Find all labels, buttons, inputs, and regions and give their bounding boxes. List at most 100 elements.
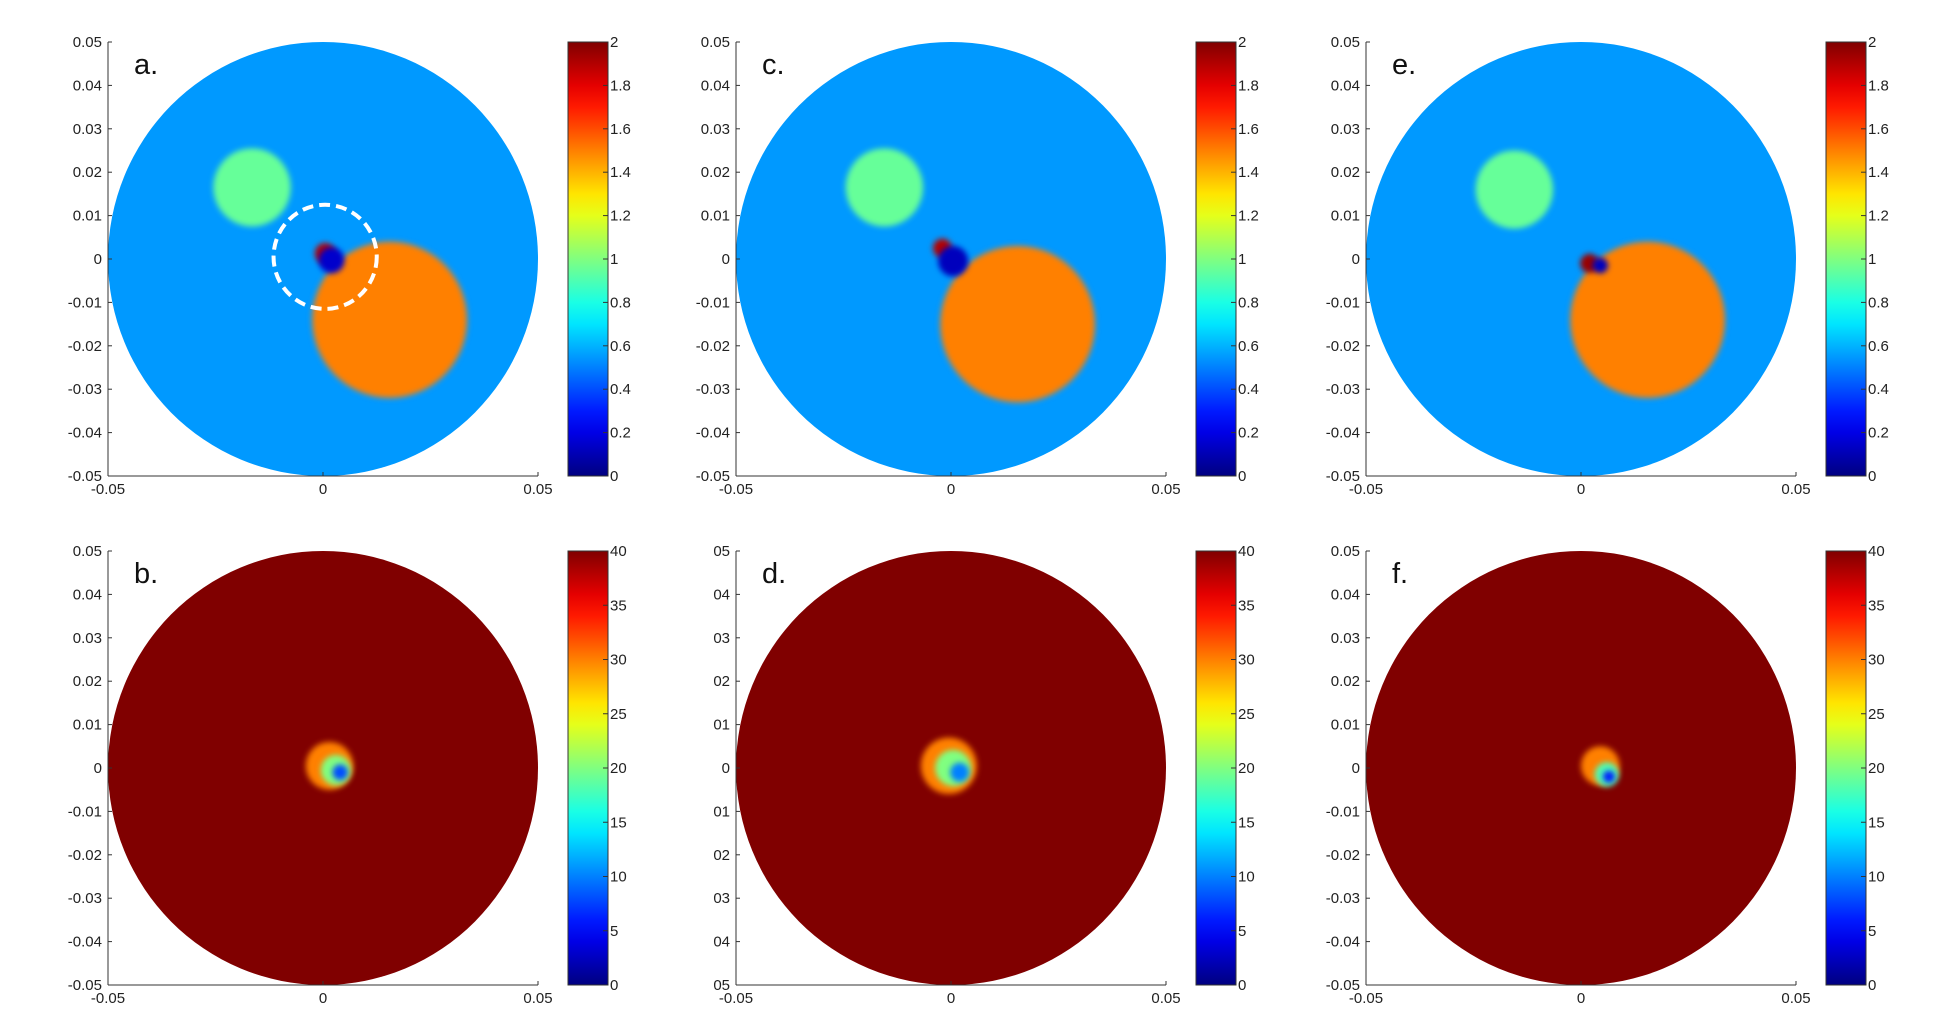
x-tick-label-a: -0.05 xyxy=(91,481,125,498)
inclusions-b xyxy=(305,741,354,790)
colorbar-tick-label-b: 20 xyxy=(610,760,627,777)
colorbar-tick-label-e: 0.8 xyxy=(1868,294,1889,311)
panel-label-e: e. xyxy=(1392,49,1416,81)
y-tick-label-c: -0.03 xyxy=(696,381,730,398)
y-tick-label-a: -0.05 xyxy=(68,468,102,485)
x-tick-label-f: -0.05 xyxy=(1349,990,1383,1007)
x-tick-label-a: 0 xyxy=(319,481,327,498)
colorbar-tick-label-c: 1.8 xyxy=(1238,77,1259,94)
colorbar-tick-label-b: 25 xyxy=(610,706,627,723)
x-tick-label-b: -0.05 xyxy=(91,990,125,1007)
y-tick-label-f: -0.05 xyxy=(1326,977,1360,994)
y-tick-label-a: 0 xyxy=(94,251,102,268)
y-tick-label-e: 0.02 xyxy=(1331,164,1360,181)
colorbar-tick-label-a: 0.6 xyxy=(610,338,631,355)
colorbar-tick-label-c: 0.8 xyxy=(1238,294,1259,311)
annotation-circle-a xyxy=(271,202,379,311)
y-tick-label-a: -0.02 xyxy=(68,338,102,355)
x-tick-label-e: 0.05 xyxy=(1781,481,1810,498)
y-tick-label-b: 0.04 xyxy=(73,586,102,603)
colorbar-tick-label-e: 1.8 xyxy=(1868,77,1889,94)
y-tick-label-a: -0.01 xyxy=(68,294,102,311)
y-tick-label-f: -0.03 xyxy=(1326,890,1360,907)
colorbar-tick-label-e: 1.4 xyxy=(1868,164,1889,181)
x-tick-label-f: 0 xyxy=(1577,990,1585,1007)
colorbar-tick-label-f: 30 xyxy=(1868,652,1885,669)
colorbar-tick-label-a: 1.8 xyxy=(610,77,631,94)
colorbar-tick-label-e: 0.6 xyxy=(1868,338,1889,355)
colorbar-tick-label-b: 40 xyxy=(610,543,627,560)
y-tick-label-a: 0.02 xyxy=(73,164,102,181)
y-tick-label-b: -0.01 xyxy=(68,803,102,820)
y-tick-label-c: -0.05 xyxy=(696,468,730,485)
y-tick-label-a: 0.05 xyxy=(73,34,102,51)
blob-core-f xyxy=(1602,770,1615,783)
colorbar-tick-label-d: 5 xyxy=(1238,923,1246,940)
y-tick-label-a: 0.03 xyxy=(73,121,102,138)
y-tick-label-c: 0.02 xyxy=(701,164,730,181)
y-tick-label-e: 0 xyxy=(1352,251,1360,268)
cold-artifact-e xyxy=(1592,257,1609,274)
y-tick-label-e: -0.04 xyxy=(1326,425,1360,442)
y-tick-label-f: -0.02 xyxy=(1326,847,1360,864)
large-inclusion-e xyxy=(1570,241,1726,398)
x-tick-label-b: 0 xyxy=(319,990,327,1007)
colorbar-f xyxy=(1825,550,1867,986)
y-tick-label-d: 05 xyxy=(713,977,730,994)
colorbar-tick-label-c: 0.2 xyxy=(1238,425,1259,442)
colorbar-tick-label-c: 1.4 xyxy=(1238,164,1259,181)
y-tick-label-f: 0.05 xyxy=(1331,543,1360,560)
y-tick-label-d: 03 xyxy=(713,890,730,907)
y-tick-label-f: 0.01 xyxy=(1331,717,1360,734)
colorbar-tick-label-e: 2 xyxy=(1868,34,1876,51)
y-tick-label-d: 01 xyxy=(713,803,730,820)
x-tick-label-c: -0.05 xyxy=(719,481,753,498)
colorbar-tick-label-b: 5 xyxy=(610,923,618,940)
colorbar-tick-label-e: 0.4 xyxy=(1868,381,1889,398)
x-tick-label-b: 0.05 xyxy=(523,990,552,1007)
colorbar-tick-label-f: 0 xyxy=(1868,977,1876,994)
colorbar-tick-label-a: 0.2 xyxy=(610,425,631,442)
colorbar-tick-label-f: 5 xyxy=(1868,923,1876,940)
panel-label-f: f. xyxy=(1392,558,1408,590)
x-tick-label-d: 0 xyxy=(947,990,955,1007)
blob-core-d xyxy=(950,762,970,782)
y-tick-label-a: 0.04 xyxy=(73,77,102,94)
domain-disk-e xyxy=(1366,42,1796,476)
y-tick-label-c: -0.02 xyxy=(696,338,730,355)
panel-b: 0.05 0.04 0.03 0.02 0.01 0 -0.01 -0.02 -0.03 -0.0… xyxy=(68,543,627,1007)
panel-e: 0.05 0.04 0.03 0.02 0.01 0 -0.01 -0.02 -0.03 -0.0… xyxy=(1326,34,1889,498)
colorbar-tick-label-f: 10 xyxy=(1868,869,1885,886)
colorbar-tick-label-a: 1.2 xyxy=(610,208,631,225)
y-tick-label-c: 0.01 xyxy=(701,208,730,225)
colorbar-tick-label-e: 0.2 xyxy=(1868,425,1889,442)
x-tick-label-c: 0.05 xyxy=(1151,481,1180,498)
x-tick-label-f: 0.05 xyxy=(1781,990,1810,1007)
inclusions-e xyxy=(1475,150,1726,398)
cold-artifact-c xyxy=(938,245,969,277)
colorbar-tick-label-d: 10 xyxy=(1238,869,1255,886)
y-tick-label-e: 0.04 xyxy=(1331,77,1360,94)
colorbar-tick-label-d: 15 xyxy=(1238,814,1255,831)
y-tick-label-f: 0.03 xyxy=(1331,630,1360,647)
colorbar-c xyxy=(1195,41,1237,477)
large-inclusion-c xyxy=(940,245,1096,403)
colorbar-tick-label-d: 40 xyxy=(1238,543,1255,560)
x-tick-label-e: 0 xyxy=(1577,481,1585,498)
y-tick-label-f: -0.04 xyxy=(1326,934,1360,951)
y-tick-label-d: 03 xyxy=(713,630,730,647)
y-tick-label-b: -0.02 xyxy=(68,847,102,864)
y-tick-label-c: 0 xyxy=(722,251,730,268)
y-tick-label-b: -0.03 xyxy=(68,890,102,907)
y-tick-label-b: -0.04 xyxy=(68,934,102,951)
colorbar-tick-label-b: 35 xyxy=(610,597,627,614)
colorbar-tick-label-f: 15 xyxy=(1868,814,1885,831)
x-tick-label-e: -0.05 xyxy=(1349,481,1383,498)
y-tick-label-a: 0.01 xyxy=(73,208,102,225)
y-tick-label-c: 0.05 xyxy=(701,34,730,51)
y-tick-label-e: -0.01 xyxy=(1326,294,1360,311)
panel-label-b: b. xyxy=(134,558,158,590)
colorbar-tick-label-f: 25 xyxy=(1868,706,1885,723)
y-tick-label-b: -0.05 xyxy=(68,977,102,994)
